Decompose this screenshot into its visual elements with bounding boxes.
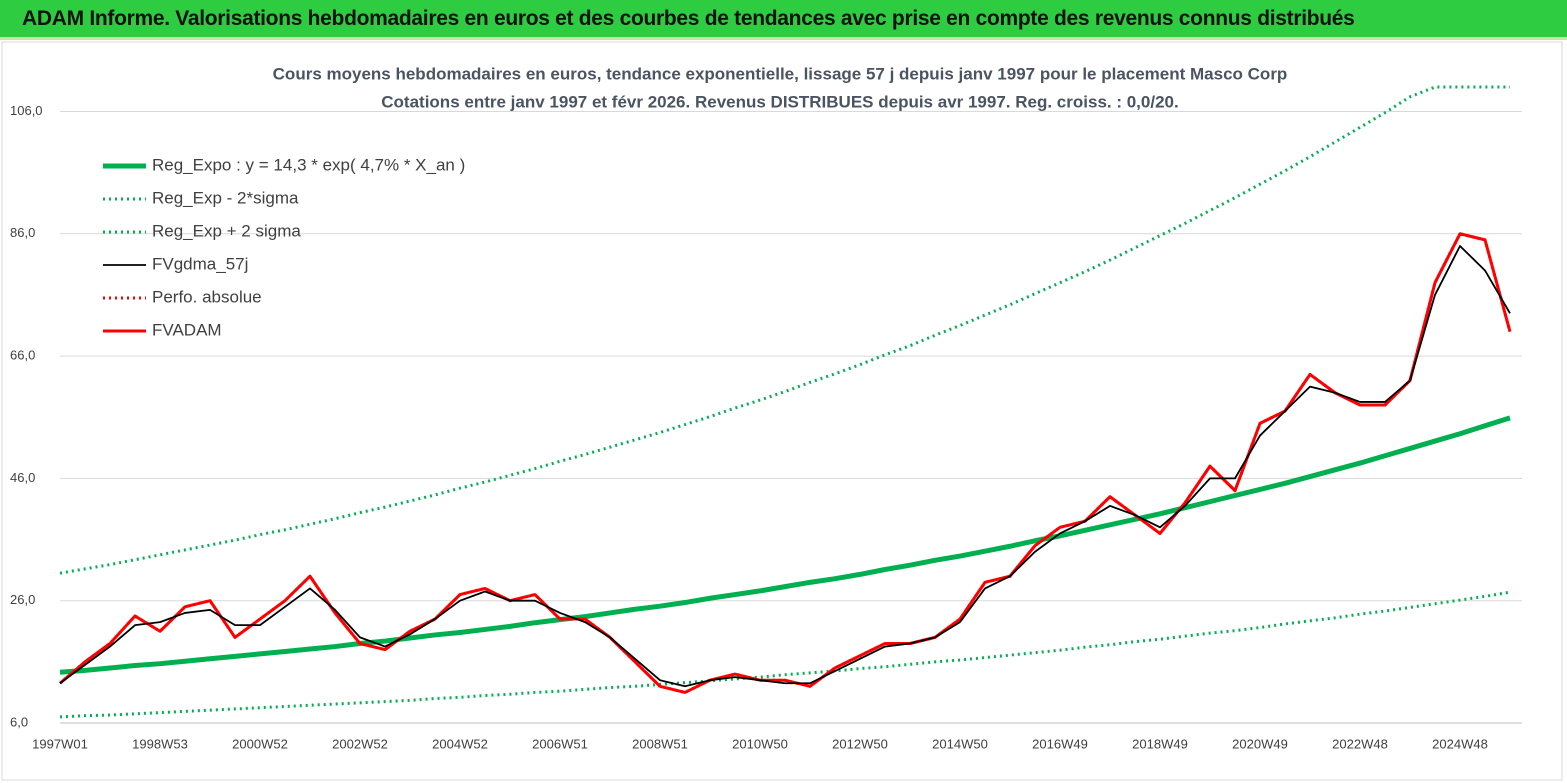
series-line [59,85,1510,575]
x-tick-label: 2002W52 [332,736,388,751]
y-tick-label: 106,0 [10,103,43,118]
banner: ADAM Informe. Valorisations hebdomadaire… [0,0,1567,40]
x-tick-label: 2012W50 [832,736,888,751]
legend-label: Perfo. absolue [152,287,262,306]
chart: Cours moyens hebdomadaires en euros, ten… [1,41,1563,781]
legend-label: FVgdma_57j [152,254,248,273]
y-tick-label: 46,0 [10,470,35,485]
x-tick-label: 2006W51 [532,736,588,751]
x-tick-label: 2014W50 [932,736,988,751]
banner-title: ADAM Informe. Valorisations hebdomadaire… [22,7,1355,30]
chart-subtitle: Cotations entre janv 1997 et févr 2026. … [381,92,1178,111]
y-tick-label: 26,0 [10,592,35,607]
legend-label: Reg_Expo : y = 14,3 * exp( 4,7% * X_an ) [152,155,465,174]
x-tick-label: 2004W52 [432,736,488,751]
x-tick-label: 2010W50 [732,736,788,751]
y-tick-label: 86,0 [10,225,35,240]
series-line [59,232,1512,694]
legend-label: FVADAM [152,320,222,339]
series-line [59,245,1511,688]
y-tick-label: 66,0 [10,348,35,363]
x-tick-label: 2018W49 [1132,736,1188,751]
x-tick-label: 1998W53 [132,736,188,751]
x-tick-label: 2022W48 [1332,736,1388,751]
x-tick-label: 2024W48 [1432,736,1488,751]
x-tick-label: 1997W01 [32,736,88,751]
y-tick-label: 6,0 [10,714,28,729]
x-tick-label: 2008W51 [632,736,688,751]
legend-label: Reg_Exp + 2 sigma [152,221,301,240]
chart-title: Cours moyens hebdomadaires en euros, ten… [273,64,1288,83]
chart-frame [1,41,1563,781]
legend-label: Reg_Exp - 2*sigma [152,188,299,207]
x-tick-label: 2000W52 [232,736,288,751]
x-tick-label: 2020W49 [1232,736,1288,751]
series-line [59,590,1511,719]
x-tick-label: 2016W49 [1032,736,1088,751]
series-line [59,415,1511,675]
